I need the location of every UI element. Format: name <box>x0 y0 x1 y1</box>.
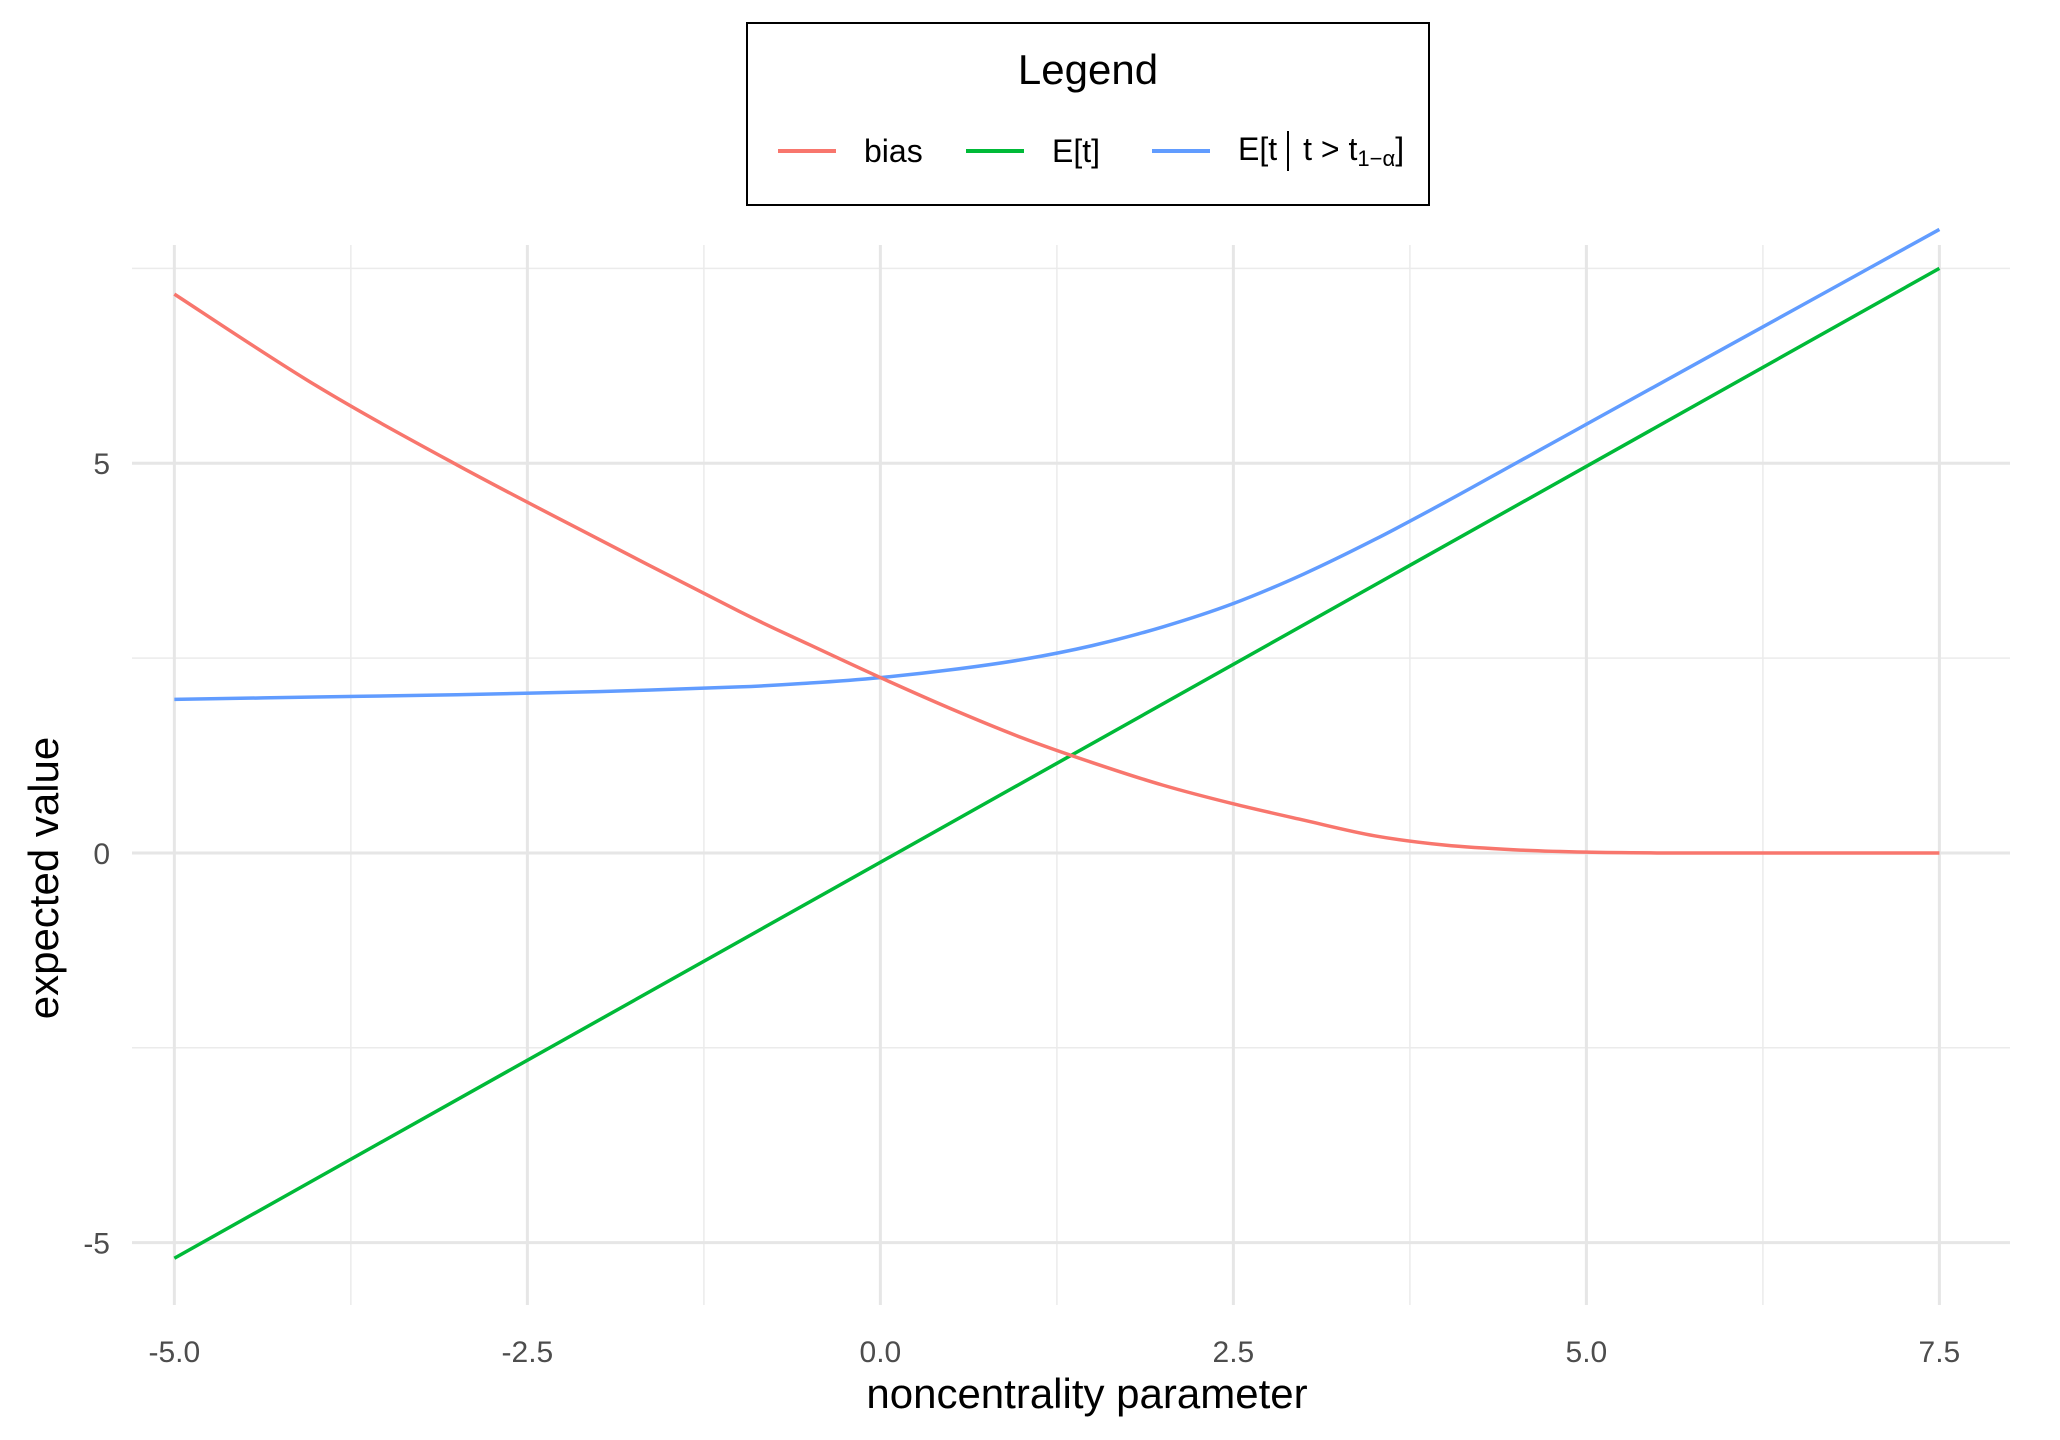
x-tick-label: 2.5 <box>1213 1336 1255 1369</box>
grid-lines <box>132 245 2010 1305</box>
legend-label-expected-t: E[t] <box>1052 132 1101 169</box>
y-tick-label: 0 <box>93 838 110 871</box>
x-tick-labels: -5.0 -2.5 0.0 2.5 5.0 7.5 <box>149 1336 1961 1369</box>
x-axis-title: noncentrality parameter <box>866 1370 1307 1417</box>
legend-label-conditional-cond: t > t <box>1303 130 1358 167</box>
y-tick-label: 5 <box>93 448 110 481</box>
legend-label-conditional-sub: 1−α <box>1357 145 1396 171</box>
legend-label-bias: bias <box>864 132 923 169</box>
legend-item-expected-t: E[t] <box>966 128 1100 174</box>
legend-key-conditional-expected-t <box>1152 149 1210 153</box>
series-line-bias <box>173 292 1940 855</box>
series-lines <box>173 227 1941 1260</box>
x-tick-label: 0.0 <box>860 1336 902 1369</box>
conditional-bar-icon <box>1287 131 1290 172</box>
legend-item-conditional-expected-t: E[t t > t1−α] <box>1152 128 1404 174</box>
series-line-etc <box>174 227 1941 702</box>
legend-label-conditional-expected-t: E[t t > t1−α] <box>1238 131 1404 172</box>
legend-key-bias <box>778 149 836 153</box>
x-tick-label: 5.0 <box>1566 1336 1608 1369</box>
legend-label-conditional-main: E[t <box>1238 130 1278 167</box>
y-axis-title: expected value <box>20 737 67 1020</box>
legend: Legend bias E[t] E[t t > t1−α] <box>746 22 1430 206</box>
legend-title: Legend <box>1017 46 1159 93</box>
y-tick-labels: -5 0 5 <box>83 448 110 1260</box>
y-tick-label: -5 <box>83 1228 110 1261</box>
legend-item-bias: bias <box>778 128 923 174</box>
x-tick-label: 7.5 <box>1919 1336 1961 1369</box>
series-line-et <box>173 266 1941 1260</box>
legend-key-expected-t <box>966 149 1024 153</box>
x-tick-label: -5.0 <box>149 1336 201 1369</box>
x-tick-label: -2.5 <box>502 1336 554 1369</box>
legend-label-conditional-end: ] <box>1395 130 1405 167</box>
